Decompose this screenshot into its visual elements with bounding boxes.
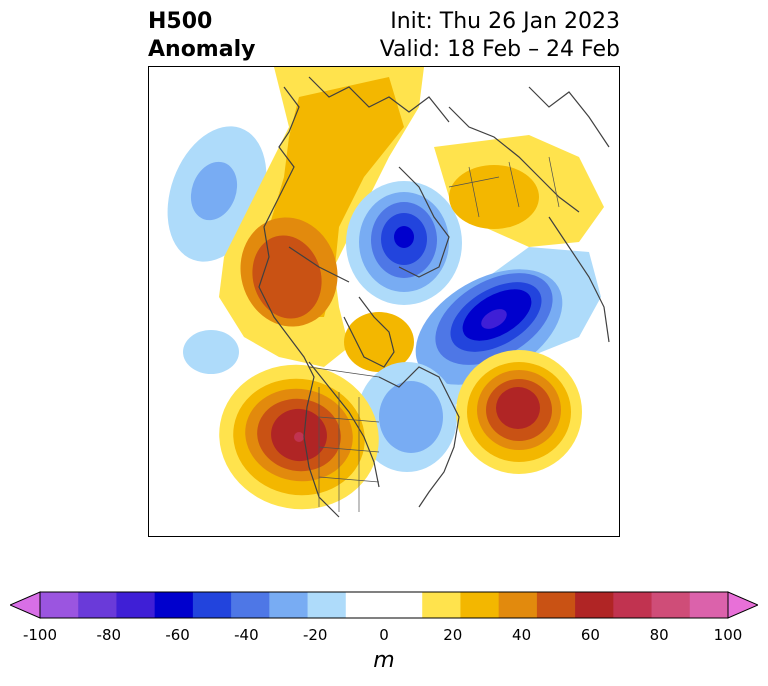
- valid-range: Valid: 18 Feb – 24 Feb: [379, 37, 620, 62]
- colorbar-extend-low: [8, 591, 41, 619]
- colorbar-tick-label: 100: [713, 626, 743, 644]
- colorbar-segment: [345, 592, 385, 618]
- colorbar-segment: [154, 592, 194, 618]
- colorbar-tick-label: 40: [512, 626, 532, 644]
- colorbar-tick-label: 80: [649, 626, 669, 644]
- colorbar-unit: m: [373, 648, 395, 673]
- colorbar: [8, 590, 760, 620]
- arctic-ridge: [344, 312, 414, 372]
- colorbar-segment: [192, 592, 232, 618]
- title-line1: H500: [148, 9, 213, 34]
- arctic-trough: [346, 181, 462, 305]
- north-atlantic-ridge: [456, 350, 582, 474]
- colorbar-tick-label: -40: [234, 626, 259, 644]
- colorbar-segment: [231, 592, 270, 618]
- colorbar-extend-high: [727, 591, 760, 619]
- eastern-us-trough: [357, 362, 457, 472]
- colorbar-segment: [498, 592, 538, 618]
- colorbar-segment: [78, 592, 117, 618]
- colorbar-segment: [269, 592, 309, 618]
- colorbar-tick-label: 60: [580, 626, 600, 644]
- edge-gap: [149, 285, 152, 319]
- colorbar-tick-label: 20: [443, 626, 463, 644]
- west-coast-ridge: [219, 364, 379, 510]
- colorbar-tick-labels: -100 -80 -60 -40 -20 0 20 40 60 80 100: [0, 626, 768, 646]
- colorbar-segment: [40, 592, 79, 618]
- colorbar-segment: [613, 592, 653, 618]
- anomaly-map: [148, 66, 620, 537]
- colorbar-segment: [307, 592, 347, 618]
- colorbar-outline: [39, 591, 729, 619]
- title-line2: Anomaly: [148, 37, 256, 62]
- init-date: Init: Thu 26 Jan 2023: [390, 9, 620, 34]
- coastlines: [258, 76, 610, 518]
- colorbar-segment: [116, 592, 156, 618]
- pacific-weak-trough: [183, 330, 239, 374]
- forecast-dates: Init: Thu 26 Jan 2023 Valid: 18 Feb – 24…: [380, 8, 620, 64]
- colorbar-segment: [536, 592, 576, 618]
- colorbar-tick-label: -100: [22, 626, 58, 644]
- colorbar-svg: [8, 591, 760, 619]
- map-title: H500 Anomaly: [148, 8, 255, 64]
- colorbar-segment: [460, 592, 500, 618]
- colorbar-segment: [422, 592, 461, 618]
- colorbar-segment: [689, 592, 729, 618]
- colorbar-tick-label: -60: [165, 626, 190, 644]
- colorbar-tick-label: -80: [96, 626, 122, 644]
- colorbar-segment: [384, 592, 423, 618]
- map-svg: [149, 67, 610, 518]
- colorbar-tick-label: -20: [302, 626, 328, 644]
- colorbar-segment: [575, 592, 614, 618]
- state-borders: [308, 156, 560, 512]
- colorbar-segment: [651, 592, 691, 618]
- colorbar-tick-label: 0: [379, 626, 389, 644]
